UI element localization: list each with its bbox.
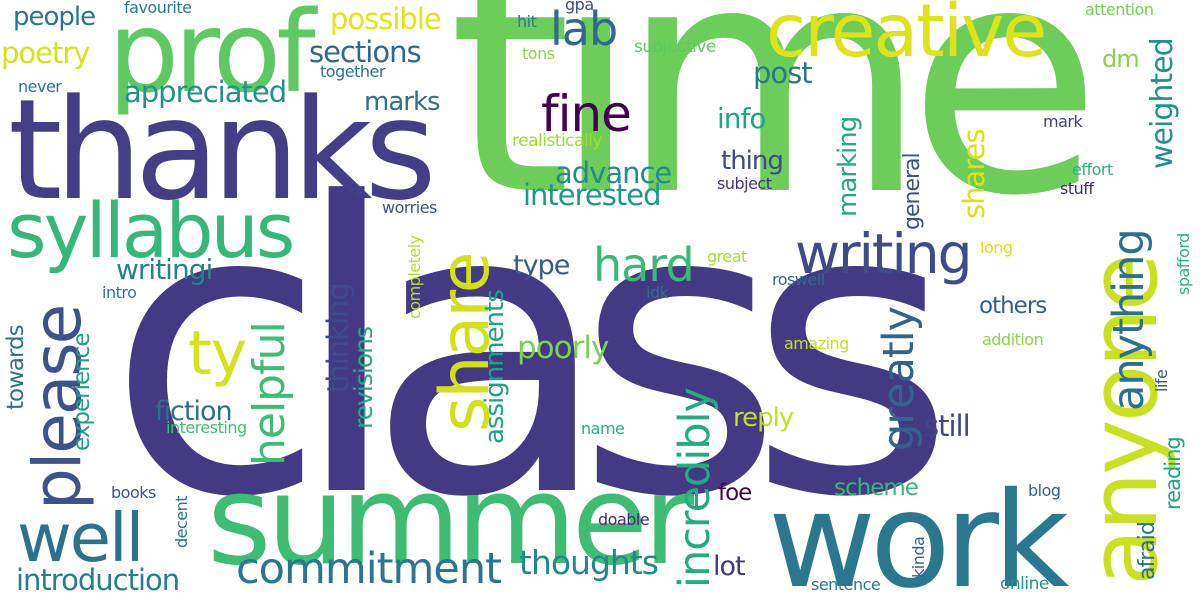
word-others: others (979, 293, 1047, 319)
word-doable: doable (598, 510, 650, 529)
word-prof: prof (108, 0, 316, 118)
word-thoughts: thoughts (519, 543, 659, 582)
word-poetry: poetry (1, 36, 90, 70)
word-favourite: favourite (124, 0, 192, 17)
word-attention: attention (1085, 0, 1154, 19)
word-lot: lot (713, 551, 746, 582)
word-kinda: kinda (909, 536, 928, 578)
word-decent: decent (172, 495, 191, 548)
word-name: name (581, 419, 625, 438)
word-completely: completely (405, 235, 424, 319)
word-reply: reply (733, 403, 794, 433)
word-introduction: introduction (16, 563, 180, 597)
word-greatly: greatly (874, 306, 924, 451)
word-worries: worries (382, 198, 437, 217)
word-still: still (924, 409, 971, 443)
word-blog: blog (1028, 481, 1061, 500)
word-well: well (17, 499, 144, 577)
word-commitment: commitment (236, 544, 502, 594)
word-hard: hard (593, 238, 695, 292)
word-incredibly: incredibly (670, 388, 720, 588)
word-amazing: amazing (784, 334, 849, 353)
word-possible: possible (330, 2, 442, 36)
word-reading: reading (1161, 437, 1185, 510)
word-spafford: spafford (1174, 233, 1193, 295)
word-foe: foe (718, 480, 752, 506)
word-poorly: poorly (517, 330, 609, 366)
word-helpful: helpful (244, 322, 295, 466)
word-thanks: thanks (8, 69, 437, 231)
word-thing: thing (721, 146, 784, 176)
word-books: books (111, 483, 156, 502)
word-mark: mark (1043, 112, 1083, 131)
word-creative: creative (766, 0, 1047, 74)
word-ty: ty (188, 318, 247, 389)
word-intro: intro (102, 283, 137, 302)
word-writing: writing (795, 222, 972, 286)
word-never: never (18, 77, 62, 96)
word-anything: anything (1104, 229, 1154, 411)
word-fiction: fiction (155, 396, 233, 427)
word-together: together (320, 62, 385, 81)
word-lab: lab (550, 2, 618, 56)
word-idk: idk (646, 283, 669, 302)
word-towards: towards (3, 325, 29, 410)
word-summer: summer (207, 449, 694, 593)
word-scheme: scheme (834, 475, 919, 501)
word-gpa: gpa (565, 0, 594, 14)
word-post: post (753, 56, 813, 90)
word-appreciated: appreciated (124, 75, 287, 109)
word-shares: shares (957, 129, 991, 220)
word-time: time (448, 0, 1102, 265)
word-realistically: realistically (512, 131, 602, 151)
word-syllabus: syllabus (7, 186, 295, 275)
word-subjective: subjective (634, 37, 716, 57)
word-afraid: afraid (1135, 522, 1160, 580)
word-marks: marks (364, 87, 441, 117)
word-revisions: revisions (349, 327, 378, 429)
word-writingi: writingi (116, 253, 213, 286)
word-advance: advance (555, 156, 672, 190)
word-subject: subject (717, 174, 772, 193)
word-experience: experience (69, 333, 95, 451)
word-interesting: interesting (166, 418, 247, 437)
word-addition: addition (982, 330, 1044, 349)
word-hit: hit (517, 12, 537, 31)
word-effort: effort (1072, 160, 1113, 179)
word-assignments: assignments (480, 290, 510, 444)
word-sections: sections (309, 35, 422, 69)
word-online: online (1000, 574, 1049, 594)
word-tons: tons (522, 44, 555, 63)
word-interested: interested (523, 178, 662, 212)
word-long: long (980, 238, 1013, 257)
word-fine: fine (541, 85, 632, 143)
word-people: people (13, 2, 96, 32)
word-class: class (107, 120, 956, 585)
word-dm: dm (1102, 45, 1140, 73)
word-info: info (717, 102, 767, 135)
word-stuff: stuff (1060, 179, 1094, 198)
word-type: type (513, 250, 570, 281)
word-general: general (900, 153, 925, 230)
word-life: life (1152, 369, 1171, 392)
word-marking: marking (833, 116, 863, 217)
word-sentence: sentence (811, 575, 881, 594)
word-roswell: roswell (772, 270, 825, 289)
word-great: great (707, 247, 747, 266)
word-weighted: weighted (1145, 38, 1180, 169)
word-work: work (768, 464, 1069, 600)
